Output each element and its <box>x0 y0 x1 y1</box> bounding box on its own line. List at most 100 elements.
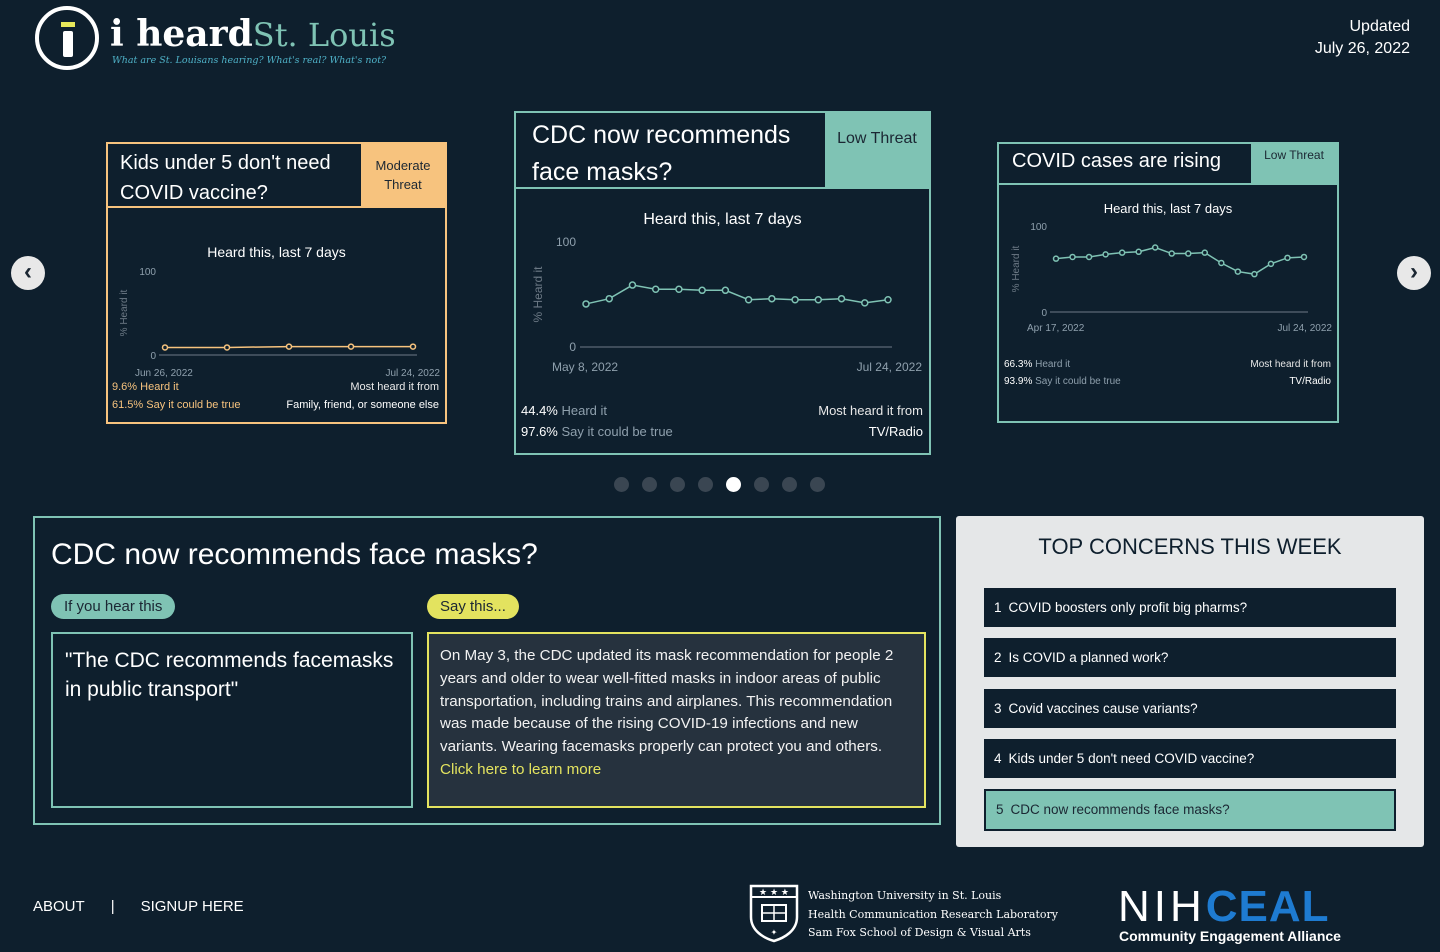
data-point <box>1234 268 1242 275</box>
concern-item[interactable]: 3 Covid vaccines cause variants? <box>984 689 1396 728</box>
y-axis-label: % Heard it <box>531 266 545 323</box>
concern-text: Kids under 5 don't need COVID vaccine? <box>1008 751 1255 766</box>
nih-ceal-logo: NIHCEAL Community Engagement Alliance <box>1118 882 1341 945</box>
data-point <box>347 343 355 350</box>
chevron-right-icon: › <box>1410 258 1418 285</box>
y-tick-label: 100 <box>556 235 576 249</box>
svg-text:★ ★ ★: ★ ★ ★ <box>759 888 789 898</box>
heard-label: Heard it <box>1035 359 1071 370</box>
data-point <box>1218 259 1225 267</box>
concern-text: COVID boosters only profit big pharms? <box>1008 600 1248 615</box>
series-line <box>585 284 889 305</box>
carousel-dot[interactable] <box>726 477 741 492</box>
concern-item-active[interactable]: 5 CDC now recommends face masks? <box>984 789 1396 831</box>
data-point <box>1118 249 1126 256</box>
carousel-dot[interactable] <box>614 477 629 492</box>
true-label: Say it could be true <box>1035 376 1121 387</box>
data-point <box>1085 253 1093 261</box>
say-this-label: Say this... <box>427 594 519 619</box>
washu-line: Health Communication Research Laboratory <box>808 907 1058 921</box>
most-heard-value: TV/Radio <box>1289 376 1331 387</box>
chart-title: Heard this, last 7 days <box>207 244 346 260</box>
data-point <box>161 344 169 351</box>
series-line <box>1055 246 1305 275</box>
claim-detail-panel: CDC now recommends face masks? If you he… <box>33 516 941 825</box>
washu-seal-icon: ★ ★ ★ ✦ <box>749 884 799 943</box>
response-text: On May 3, the CDC updated its mask recom… <box>440 647 894 756</box>
concern-item[interactable]: 4 Kids under 5 don't need COVID vaccine? <box>984 739 1396 778</box>
concern-item[interactable]: 2 Is COVID a planned work? <box>984 638 1396 677</box>
carousel-next-button[interactable]: › <box>1397 256 1431 290</box>
signup-link[interactable]: SIGNUP HERE <box>140 898 244 915</box>
x-tick-label: Jun 26, 2022 <box>135 368 193 379</box>
carousel-dot[interactable] <box>698 477 713 492</box>
data-point <box>1069 253 1076 261</box>
data-point <box>698 286 706 295</box>
learn-more-link[interactable]: Click here to learn more <box>440 760 602 778</box>
carousel-dot[interactable] <box>782 477 797 492</box>
true-pct: 93.9% <box>1004 376 1033 387</box>
x-tick-label: Jul 24, 2022 <box>1278 323 1333 334</box>
logo-icon[interactable] <box>35 6 99 70</box>
carousel-dot[interactable] <box>810 477 825 492</box>
ceal-wordmark: CEAL <box>1205 882 1330 931</box>
most-heard-value: TV/Radio <box>868 424 923 439</box>
concern-text: Covid vaccines cause variants? <box>1008 701 1198 716</box>
card-title: COVID cases are rising <box>999 144 1253 185</box>
about-link[interactable]: ABOUT <box>33 898 85 915</box>
data-point <box>628 281 637 289</box>
y-axis-label: % Heard it <box>119 289 130 336</box>
chevron-left-icon: ‹ <box>24 258 32 285</box>
claim-card-kids-vaccine[interactable]: Kids under 5 don't need COVID vaccine? M… <box>106 142 447 424</box>
x-tick-label: Apr 17, 2022 <box>1027 323 1085 334</box>
heard-line-chart: 100 0 % Heard it May 8, 2022 Jul 24, 2022 <box>531 235 923 374</box>
claim-card-covid-rising[interactable]: COVID cases are rising Low Threat Heard … <box>997 142 1339 423</box>
data-point <box>744 296 753 304</box>
updated-info: Updated July 26, 2022 <box>1315 16 1410 60</box>
carousel-prev-button[interactable]: ‹ <box>11 256 45 290</box>
data-point <box>1052 255 1060 262</box>
concern-number: 1 <box>994 600 1002 615</box>
data-point <box>1168 250 1175 257</box>
carousel-dot[interactable] <box>670 477 685 492</box>
data-point <box>721 286 730 295</box>
concern-number: 5 <box>996 802 1004 817</box>
data-point <box>1135 248 1142 256</box>
data-point <box>1251 270 1258 278</box>
true-stat: 97.6% Say it could be true <box>521 424 673 439</box>
heard-pct: 9.6% <box>112 381 138 393</box>
concern-number: 2 <box>994 650 1002 665</box>
updated-label: Updated <box>1349 18 1411 35</box>
data-point <box>409 343 417 350</box>
brand-logo-text[interactable]: i heardSt. Louis <box>110 12 396 57</box>
top-concerns-panel: TOP CONCERNS THIS WEEK 1 COVID boosters o… <box>956 516 1424 847</box>
heard-stat: 66.3% Heard it <box>1004 359 1070 370</box>
most-heard-label: Most heard it from <box>350 381 439 393</box>
washu-line: Sam Fox School of Design & Visual Arts <box>808 926 1031 939</box>
heard-stat: 44.4% Heard it <box>521 403 607 418</box>
true-label: Say it could be true <box>561 424 673 439</box>
data-point <box>675 285 683 293</box>
data-point <box>285 343 293 350</box>
concern-item[interactable]: 1 COVID boosters only profit big pharms? <box>984 588 1396 627</box>
true-pct: 61.5% <box>112 399 144 411</box>
true-stat: 93.9% Say it could be true <box>1004 376 1121 387</box>
chart-title: Heard this, last 7 days <box>1103 201 1233 216</box>
most-heard-label: Most heard it from <box>818 403 923 418</box>
nih-wordmark: NIH <box>1118 882 1206 931</box>
carousel-dot[interactable] <box>754 477 769 492</box>
true-stat: 61.5% Say it could be true <box>112 399 240 411</box>
claim-card-face-masks[interactable]: CDC now recommends face masks? Low Threa… <box>514 111 931 455</box>
ceal-subtitle: Community Engagement Alliance <box>1119 928 1341 944</box>
y-tick-label: 0 <box>1041 308 1047 319</box>
carousel-dot[interactable] <box>642 477 657 492</box>
heard-label: Heard it <box>140 381 179 393</box>
x-tick-label: Jul 24, 2022 <box>857 360 923 374</box>
data-point <box>791 296 799 304</box>
washu-line: Washington University in St. Louis <box>808 889 1002 902</box>
tagline: What are St. Louisans hearing? What's re… <box>112 55 387 66</box>
data-point <box>1284 254 1291 262</box>
detail-title: CDC now recommends face masks? <box>51 538 538 571</box>
data-point <box>1185 250 1192 257</box>
data-point <box>582 300 590 308</box>
